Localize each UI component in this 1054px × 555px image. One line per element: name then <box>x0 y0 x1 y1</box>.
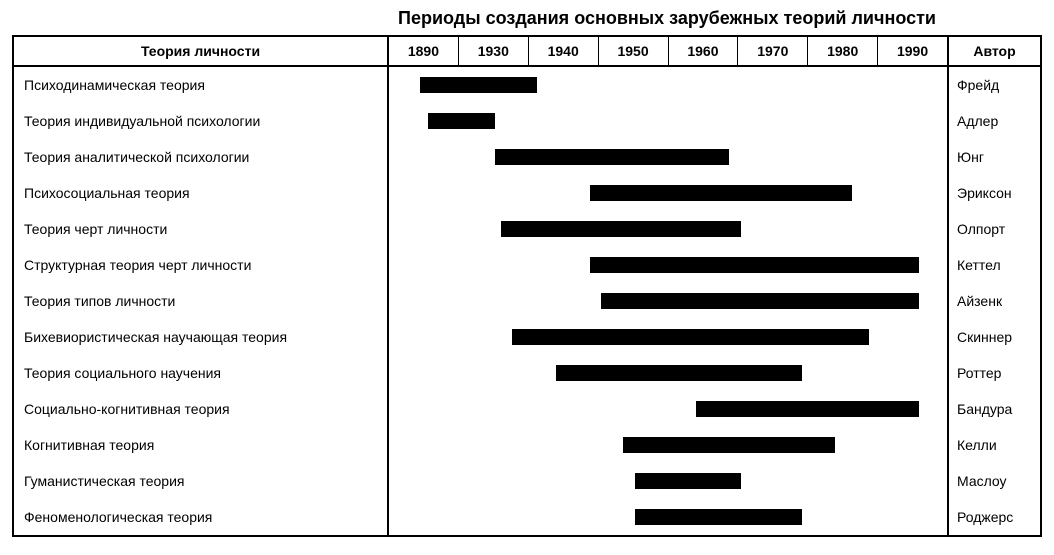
timeline-cell <box>389 247 949 283</box>
theory-label: Теория типов личности <box>14 283 389 319</box>
table-row: Социально-когнитивная теория Бандура <box>14 391 1040 427</box>
theory-label: Теория аналитической психологии <box>14 139 389 175</box>
timeline-bar <box>601 293 919 309</box>
table-row: Феноменологическая теория Роджерс <box>14 499 1040 535</box>
timeline-bar <box>635 509 802 525</box>
gantt-table: Теория личности 189019301940195019601970… <box>12 35 1042 537</box>
timeline-bar <box>590 185 852 201</box>
timeline-bar <box>590 257 919 273</box>
table-row: Теория типов личности Айзенк <box>14 283 1040 319</box>
theory-label: Структурная теория черт личности <box>14 247 389 283</box>
timeline-bar <box>635 473 741 489</box>
table-row: Теория аналитической психологии Юнг <box>14 139 1040 175</box>
timeline-bar <box>556 365 802 381</box>
table-row: Структурная теория черт личности Кеттел <box>14 247 1040 283</box>
timeline-cell <box>389 211 949 247</box>
theory-label: Психодинамическая теория <box>14 67 389 103</box>
author-label: Фрейд <box>949 67 1040 103</box>
timeline-cell <box>389 139 949 175</box>
author-label: Келли <box>949 427 1040 463</box>
timeline-bar <box>696 401 919 417</box>
table-row: Теория социального научения Роттер <box>14 355 1040 391</box>
author-label: Юнг <box>949 139 1040 175</box>
timeline-bar <box>512 329 869 345</box>
decade-header-1950: 1950 <box>599 37 669 65</box>
theory-label: Теория черт личности <box>14 211 389 247</box>
author-label: Кеттел <box>949 247 1040 283</box>
theory-label: Бихевиористическая научающая теория <box>14 319 389 355</box>
timeline-cell <box>389 355 949 391</box>
decade-header-1940: 1940 <box>529 37 599 65</box>
timeline-bar <box>420 77 537 93</box>
theory-label: Теория индивидуальной психологии <box>14 103 389 139</box>
table-header-row: Теория личности 189019301940195019601970… <box>14 37 1040 67</box>
timeline-cell <box>389 175 949 211</box>
author-label: Эриксон <box>949 175 1040 211</box>
author-label: Олпорт <box>949 211 1040 247</box>
col-header-theory: Теория личности <box>14 37 389 65</box>
theory-label: Феноменологическая теория <box>14 499 389 535</box>
timeline-bar <box>623 437 835 453</box>
theory-label: Теория социального научения <box>14 355 389 391</box>
author-label: Маслоу <box>949 463 1040 499</box>
theory-label: Социально-когнитивная теория <box>14 391 389 427</box>
table-row: Когнитивная теория Келли <box>14 427 1040 463</box>
decade-header-1970: 1970 <box>738 37 808 65</box>
table-body: Психодинамическая теорияФрейдТеория инди… <box>14 67 1040 535</box>
author-label: Скиннер <box>949 319 1040 355</box>
author-label: Роджерс <box>949 499 1040 535</box>
decade-header-1980: 1980 <box>808 37 878 65</box>
col-header-decades: 18901930194019501960197019801990 <box>389 37 949 65</box>
author-label: Айзенк <box>949 283 1040 319</box>
table-row: Бихевиористическая научающая теория Скинн… <box>14 319 1040 355</box>
decade-header-1990: 1990 <box>878 37 947 65</box>
decade-header-1930: 1930 <box>459 37 529 65</box>
col-header-author: Автор <box>949 37 1040 65</box>
theory-label: Когнитивная теория <box>14 427 389 463</box>
author-label: Бандура <box>949 391 1040 427</box>
theory-label: Психосоциальная теория <box>14 175 389 211</box>
chart-title: Периоды создания основных зарубежных тео… <box>12 8 1042 29</box>
decade-header-1890: 1890 <box>389 37 459 65</box>
timeline-cell <box>389 103 949 139</box>
timeline-cell <box>389 283 949 319</box>
decade-header-1960: 1960 <box>669 37 739 65</box>
timeline-cell <box>389 427 949 463</box>
timeline-cell <box>389 319 949 355</box>
timeline-cell <box>389 67 949 103</box>
table-row: Теория черт личности Олпорт <box>14 211 1040 247</box>
timeline-cell <box>389 463 949 499</box>
table-row: Гуманистическая теория Маслоу <box>14 463 1040 499</box>
table-row: Психодинамическая теория Фрейд <box>14 67 1040 103</box>
timeline-cell <box>389 499 949 535</box>
timeline-bar <box>495 149 729 165</box>
theory-label: Гуманистическая теория <box>14 463 389 499</box>
timeline-bar <box>501 221 741 237</box>
timeline-cell <box>389 391 949 427</box>
author-label: Роттер <box>949 355 1040 391</box>
timeline-bar <box>428 113 495 129</box>
author-label: Адлер <box>949 103 1040 139</box>
table-row: Психосоциальная теория Эриксон <box>14 175 1040 211</box>
table-row: Теория индивидуальной психологии Адлер <box>14 103 1040 139</box>
